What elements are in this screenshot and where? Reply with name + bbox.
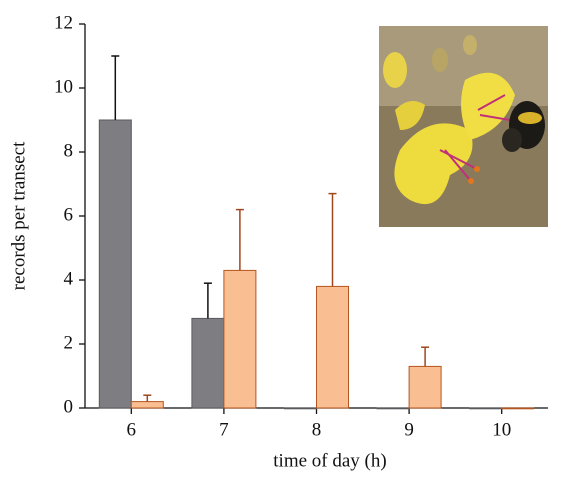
x-tick-label: 8	[312, 419, 322, 440]
x-axis-label: time of day (h)	[273, 450, 386, 471]
bar	[376, 407, 410, 410]
bar	[501, 407, 535, 410]
bar	[191, 317, 225, 409]
inset-photo	[379, 26, 548, 227]
y-axis-label: records per transect	[8, 141, 29, 290]
y-tick-label: 6	[64, 204, 74, 225]
x-tick-label: 10	[492, 419, 511, 440]
bar	[316, 285, 349, 409]
y-tick-label: 4	[64, 268, 74, 289]
bar	[408, 365, 442, 409]
bar	[223, 269, 257, 409]
y-tick-label: 12	[54, 12, 73, 33]
bar	[98, 119, 132, 409]
x-tick-label: 7	[219, 419, 229, 440]
bar	[469, 407, 503, 410]
bar	[284, 407, 317, 410]
bar	[130, 401, 164, 409]
x-tick-label: 6	[127, 419, 137, 440]
x-tick-label: 9	[404, 419, 414, 440]
y-tick-label: 8	[64, 140, 74, 161]
y-tick-label: 10	[54, 76, 73, 97]
y-tick-label: 2	[64, 332, 74, 353]
y-tick-label: 0	[64, 396, 74, 417]
